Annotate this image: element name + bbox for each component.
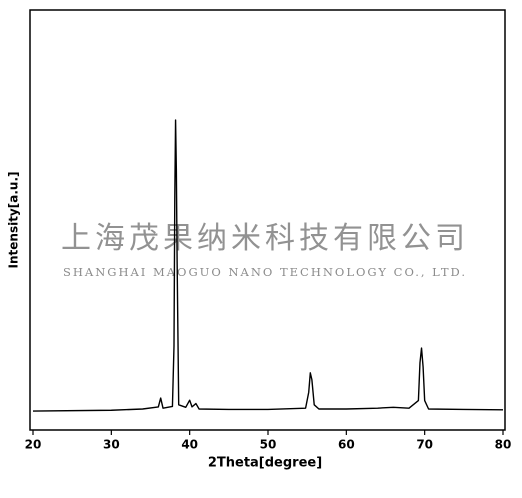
x-tick-label: 20 (25, 438, 42, 452)
x-axis-label: 2Theta[degree] (208, 456, 322, 471)
x-tick-label: 70 (416, 438, 433, 452)
watermark-subtitle: SHANGHAI MAOGUO NANO TECHNOLOGY CO., LTD… (63, 265, 467, 279)
x-tick-label: 40 (181, 438, 198, 452)
plot-frame (29, 9, 506, 431)
x-tick-label: 60 (338, 438, 355, 452)
watermark-title: 上海茂果纳米科技有限公司 (61, 221, 469, 256)
x-tick-label: 50 (260, 438, 277, 452)
x-tick-label: 30 (103, 438, 120, 452)
y-axis-label: Intensity[a.u.] (7, 172, 21, 269)
x-tick-label: 80 (495, 438, 512, 452)
data-line (32, 119, 504, 412)
